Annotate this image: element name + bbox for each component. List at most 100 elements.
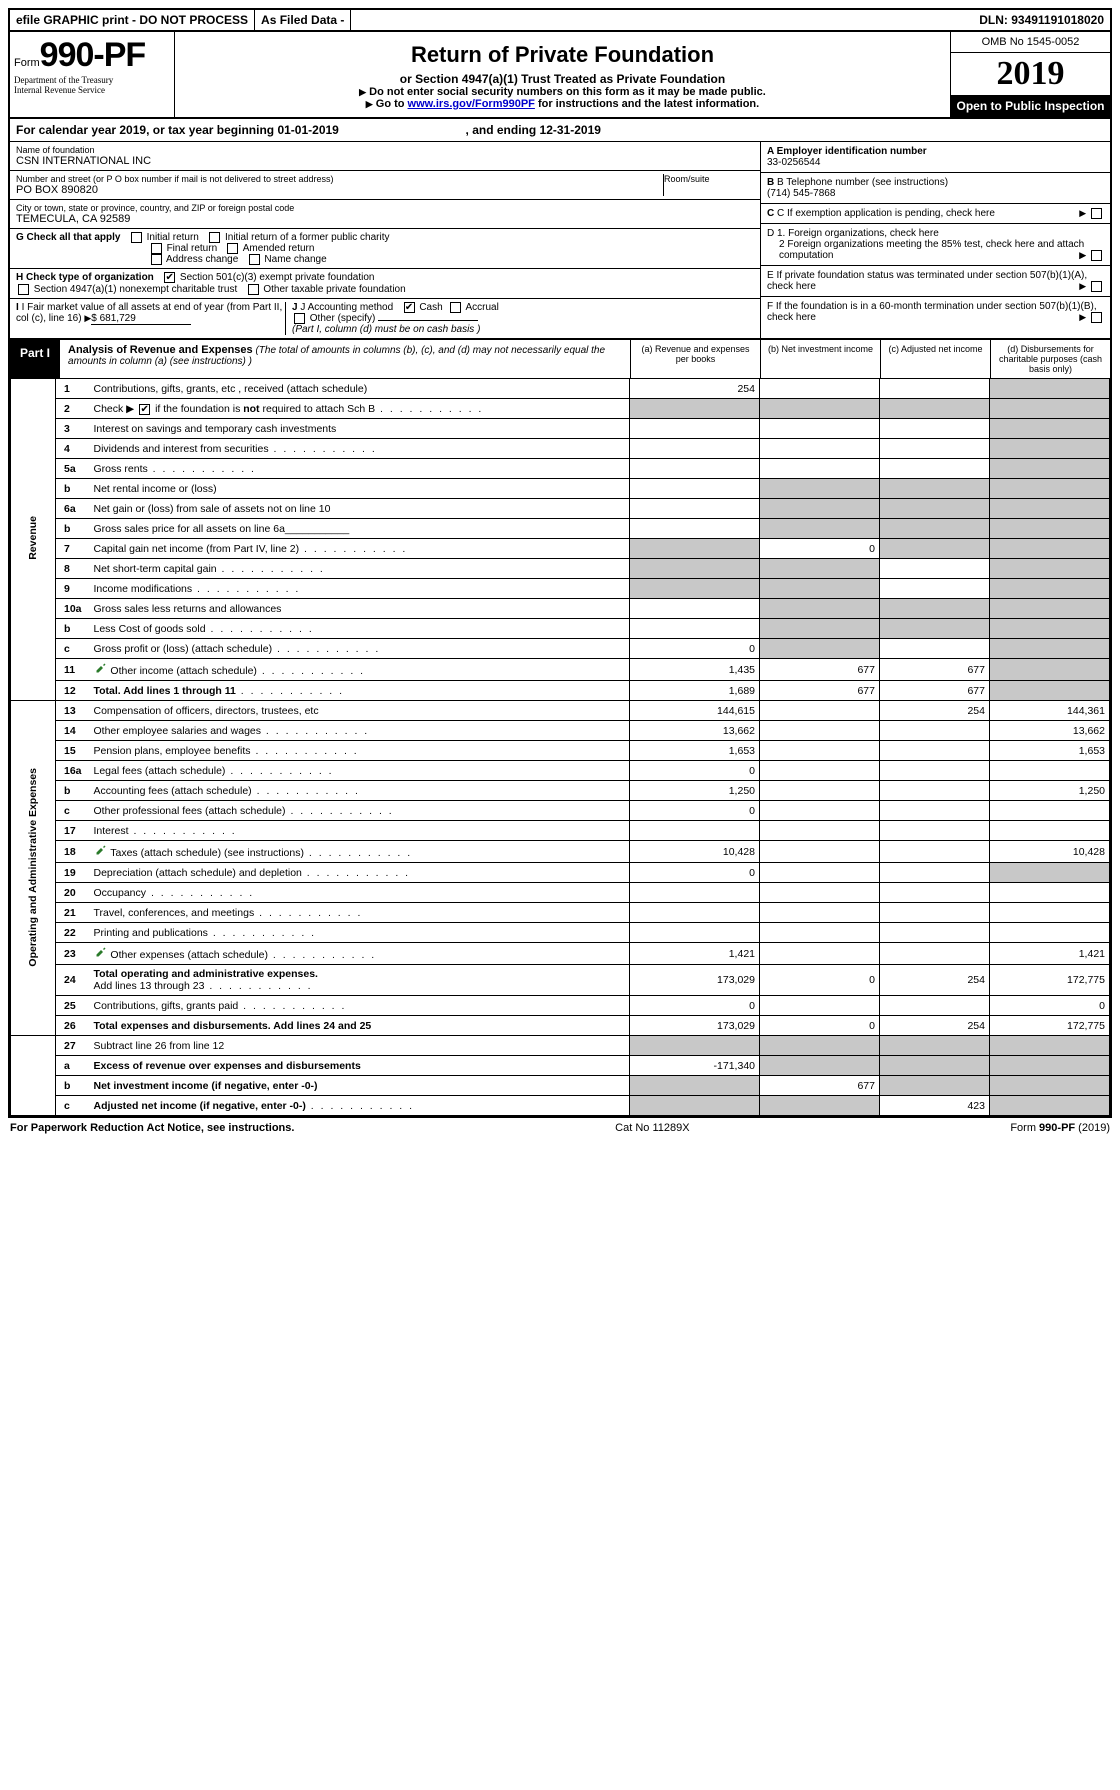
row-num: b	[56, 1076, 90, 1096]
row-num: 4	[56, 439, 90, 459]
table-cell: 0	[630, 639, 760, 659]
efile-label: efile GRAPHIC print - DO NOT PROCESS	[10, 10, 255, 30]
chk-final[interactable]	[151, 243, 162, 254]
row-desc: Adjusted net income (if negative, enter …	[90, 1096, 630, 1116]
table-cell	[990, 863, 1110, 883]
row-num: 1	[56, 379, 90, 399]
table-row: b Net rental income or (loss)	[11, 479, 1110, 499]
table-cell	[880, 459, 990, 479]
c-label: C If exemption application is pending, c…	[777, 208, 995, 219]
form-num: 990-PF	[40, 36, 146, 74]
chk-f[interactable]	[1091, 312, 1102, 323]
form-number: Form990-PF	[14, 36, 170, 75]
table-cell: 144,615	[630, 701, 760, 721]
info-left: Name of foundation CSN INTERNATIONAL INC…	[10, 142, 760, 338]
table-cell	[880, 579, 990, 599]
table-cell	[880, 801, 990, 821]
table-cell: 173,029	[630, 965, 760, 996]
j-label: J Accounting method	[300, 302, 393, 313]
chk-namechange[interactable]	[249, 254, 260, 265]
table-cell	[990, 419, 1110, 439]
table-row: 5a Gross rents	[11, 459, 1110, 479]
table-row: 20 Occupancy	[11, 883, 1110, 903]
table-cell	[760, 419, 880, 439]
table-cell	[880, 379, 990, 399]
foundation-name-cell: Name of foundation CSN INTERNATIONAL INC	[10, 142, 760, 171]
table-cell: 1,250	[990, 781, 1110, 801]
dept-line1: Department of the Treasury	[14, 75, 170, 85]
part1-title: Analysis of Revenue and Expenses	[68, 344, 253, 356]
row-desc: Travel, conferences, and meetings	[90, 903, 630, 923]
page-footer: For Paperwork Reduction Act Notice, see …	[8, 1118, 1112, 1138]
i-cell: I I Fair market value of all assets at e…	[16, 302, 286, 335]
irs-link[interactable]: www.irs.gov/Form990PF	[408, 98, 535, 110]
table-cell	[630, 499, 760, 519]
table-cell	[990, 801, 1110, 821]
table-cell	[630, 459, 760, 479]
row-num: b	[56, 479, 90, 499]
e-label: E If private foundation status was termi…	[767, 270, 1087, 292]
table-cell	[630, 439, 760, 459]
row-desc: Less Cost of goods sold	[90, 619, 630, 639]
table-cell	[760, 903, 880, 923]
table-row: b Accounting fees (attach schedule) 1,25…	[11, 781, 1110, 801]
table-row: 6a Net gain or (loss) from sale of asset…	[11, 499, 1110, 519]
row-num: 5a	[56, 459, 90, 479]
table-row: c Gross profit or (loss) (attach schedul…	[11, 639, 1110, 659]
row-num: 19	[56, 863, 90, 883]
chk-e[interactable]	[1091, 281, 1102, 292]
table-cell	[880, 1036, 990, 1056]
city-cell: City or town, state or province, country…	[10, 200, 760, 229]
addr-value: PO BOX 890820	[16, 184, 663, 196]
a-label: A Employer identification number	[767, 146, 927, 157]
g-opt3: Amended return	[243, 243, 315, 254]
chk-initial-former[interactable]	[209, 232, 220, 243]
form-subtitle: or Section 4947(a)(1) Trust Treated as P…	[183, 72, 942, 86]
j-accrual: Accrual	[465, 302, 498, 313]
table-cell: 172,775	[990, 1016, 1110, 1036]
chk-addrchange[interactable]	[151, 254, 162, 265]
table-cell: 677	[760, 681, 880, 701]
chk-501c3[interactable]	[164, 272, 175, 283]
table-cell: 1,653	[990, 741, 1110, 761]
table-row: 22 Printing and publications	[11, 923, 1110, 943]
table-row: b Net investment income (if negative, en…	[11, 1076, 1110, 1096]
table-row: 9 Income modifications	[11, 579, 1110, 599]
chk-amended[interactable]	[227, 243, 238, 254]
address-cell: Number and street (or P O box number if …	[16, 174, 664, 196]
table-cell	[760, 923, 880, 943]
chk-cash[interactable]	[404, 302, 415, 313]
table-row: a Excess of revenue over expenses and di…	[11, 1056, 1110, 1076]
table-row: 25 Contributions, gifts, grants paid 00	[11, 996, 1110, 1016]
row-num: c	[56, 801, 90, 821]
chk-other[interactable]	[294, 313, 305, 324]
table-cell	[990, 1036, 1110, 1056]
chk-other-tax[interactable]	[248, 284, 259, 295]
col-c-head: (c) Adjusted net income	[880, 340, 990, 378]
h-opt2: Other taxable private foundation	[263, 284, 405, 295]
chk-d2[interactable]	[1091, 250, 1102, 261]
g-opt1: Initial return of a former public charit…	[225, 232, 390, 243]
table-cell	[990, 579, 1110, 599]
table-cell	[990, 821, 1110, 841]
table-cell: 10,428	[990, 841, 1110, 863]
chk-initial[interactable]	[131, 232, 142, 243]
table-cell: 1,653	[630, 741, 760, 761]
row-num: 21	[56, 903, 90, 923]
row-num: 12	[56, 681, 90, 701]
part1-desc: Analysis of Revenue and Expenses (The to…	[60, 340, 630, 378]
table-cell	[990, 903, 1110, 923]
row-num: 22	[56, 923, 90, 943]
table-cell	[990, 1056, 1110, 1076]
chk-c[interactable]	[1091, 208, 1102, 219]
table-row: b Less Cost of goods sold	[11, 619, 1110, 639]
table-cell	[760, 459, 880, 479]
table-row: 23 Other expenses (attach schedule) 1,42…	[11, 943, 1110, 965]
chk-accrual[interactable]	[450, 302, 461, 313]
cy-text-a: For calendar year 2019, or tax year begi…	[16, 123, 277, 137]
chk-4947[interactable]	[18, 284, 29, 295]
note2-post: for instructions and the latest informat…	[535, 98, 759, 110]
table-cell	[880, 619, 990, 639]
table-cell: 0	[630, 996, 760, 1016]
name-value: CSN INTERNATIONAL INC	[16, 155, 754, 167]
